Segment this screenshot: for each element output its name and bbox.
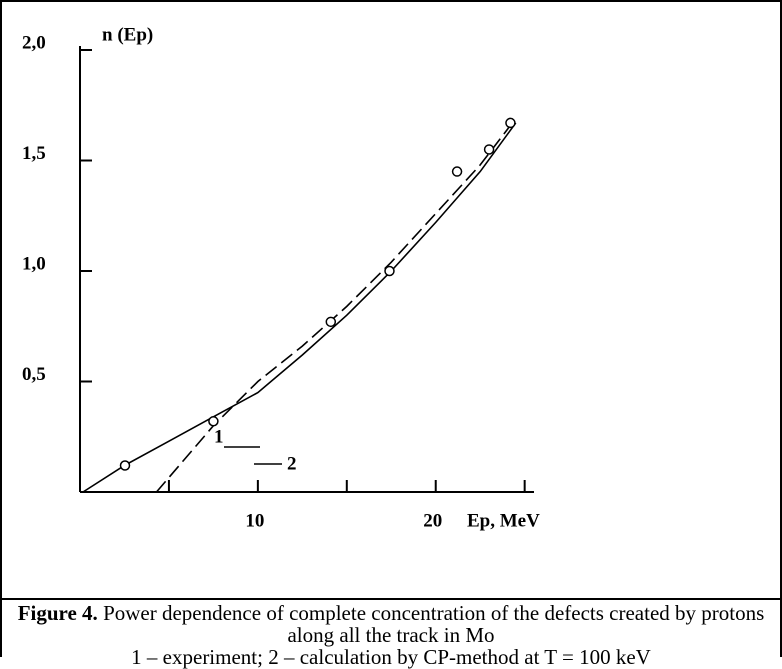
data-point [119,460,131,471]
series-label: 2 [287,453,297,474]
y-axis-label: n (Ep) [102,24,153,45]
x-axis-label: Ep, MeV [467,510,540,531]
data-point [384,265,395,277]
curve [155,120,515,493]
x-tick-label: 20 [423,510,442,531]
data-point [451,166,463,177]
caption-text: Power dependence of complete concentrati… [103,601,765,647]
data-point [483,144,495,155]
data-point [325,316,337,328]
y-tick-label: 0,5 [22,364,46,385]
caption-legend: 1 – experiment; 2 – calculation by CP-me… [131,645,651,669]
series-label: 1 [214,426,224,447]
chart: n (Ep) Ep, MeV 0,5 1,0 1,5 2,0 10 20 1 2 [22,24,540,531]
x-tick-label: 10 [245,510,264,531]
curve [82,122,517,493]
y-tick-label: 2,0 [22,32,46,53]
caption-label: Figure 4. [17,601,98,625]
data-point [208,416,219,427]
y-tick-label: 1,0 [22,253,46,274]
caption: Figure 4. Power dependence of complete c… [2,598,780,668]
data-point [505,117,516,129]
y-tick-label: 1,5 [22,143,46,164]
